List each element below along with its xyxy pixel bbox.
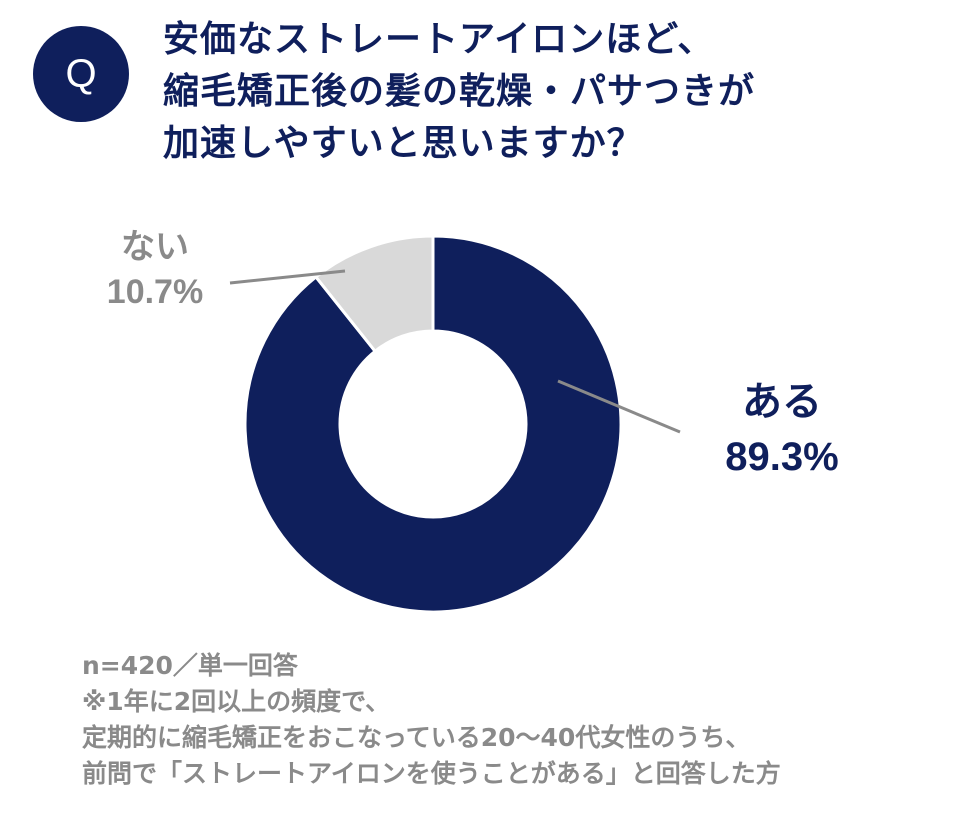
value-label-aru: 89.3% [725, 435, 838, 479]
footnote: n=420／単一回答 ※1年に2回以上の頻度で、 定期的に縮毛矯正をおこなってい… [82, 648, 781, 792]
slice-aru [243, 234, 623, 614]
question-line-1: 安価なストレートアイロンほど、 [163, 19, 715, 60]
value-label-nai: 10.7% [107, 273, 203, 311]
category-label-aru: ある [742, 379, 822, 425]
question-badge-label: Q [65, 51, 97, 96]
question-badge: Q [33, 26, 129, 122]
footnote-line-1: n=420／単一回答 [82, 651, 298, 680]
question-line-3: 加速しやすいと思いますか？ [163, 123, 644, 164]
question-title: 安価なストレートアイロンほど、 縮毛矯正後の髪の乾燥・パサつきが 加速しやすいと… [163, 14, 943, 170]
question-line-2: 縮毛矯正後の髪の乾燥・パサつきが [163, 71, 756, 112]
leader-line-aru [557, 379, 681, 434]
footnote-line-2: ※1年に2回以上の頻度で、 [82, 687, 391, 716]
footnote-line-4: 前問で「ストレートアイロンを使うことがある」と回答した方 [82, 759, 781, 788]
footnote-line-3: 定期的に縮毛矯正をおこなっている20～40代女性のうち、 [82, 723, 751, 752]
leader-line-nai [229, 269, 346, 285]
slice-nai [314, 234, 435, 353]
category-label-nai: ない [121, 227, 189, 267]
